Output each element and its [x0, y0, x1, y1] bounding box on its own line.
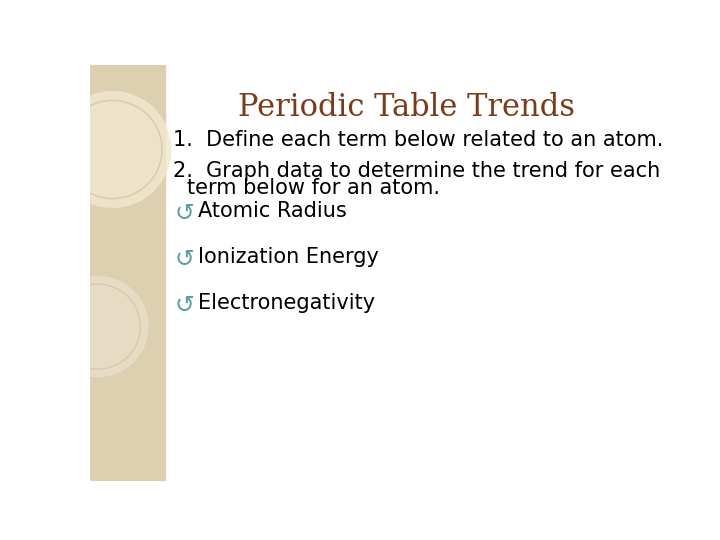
Text: ↺: ↺	[175, 201, 194, 225]
Text: ↺: ↺	[175, 294, 194, 318]
Text: term below for an atom.: term below for an atom.	[187, 178, 440, 198]
Text: Atomic Radius: Atomic Radius	[198, 201, 346, 221]
Text: Periodic Table Trends: Periodic Table Trends	[238, 92, 575, 123]
Text: 1.  Define each term below related to an atom.: 1. Define each term below related to an …	[173, 130, 663, 150]
Circle shape	[47, 276, 148, 377]
Bar	[90, 65, 166, 481]
Text: Ionization Energy: Ionization Energy	[198, 247, 379, 267]
Text: 2.  Graph data to determine the trend for each: 2. Graph data to determine the trend for…	[173, 161, 660, 181]
Text: ↺: ↺	[175, 247, 194, 271]
Text: Electronegativity: Electronegativity	[198, 294, 375, 314]
Circle shape	[55, 92, 171, 207]
